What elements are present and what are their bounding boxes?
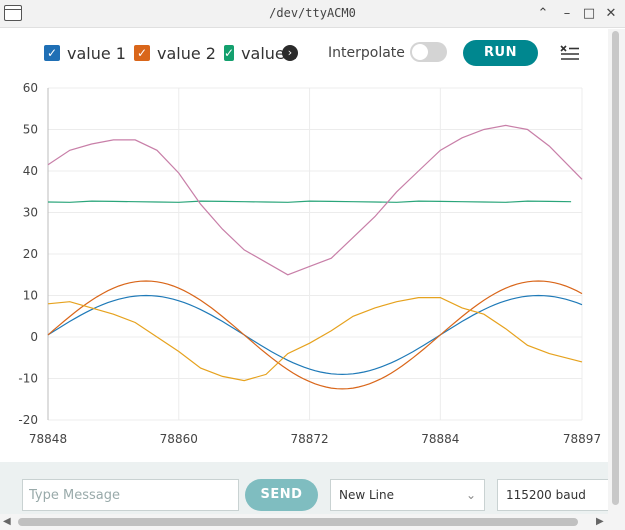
window-title: /dev/ttyACM0 <box>269 6 356 20</box>
interpolate-label: Interpolate <box>328 45 405 61</box>
x-tick-label: 78860 <box>160 432 198 446</box>
send-button[interactable]: SEND <box>245 479 318 511</box>
toggle-knob <box>412 44 428 60</box>
more-legend-icon[interactable]: › <box>282 45 298 61</box>
x-tick-label: 78884 <box>421 432 459 446</box>
title-bar: /dev/ttyACM0 ⌃ – □ ✕ <box>0 0 625 28</box>
y-tick-label: 20 <box>23 247 38 261</box>
minimize-icon[interactable]: – <box>563 6 571 21</box>
y-tick-label: 0 <box>30 330 38 344</box>
scroll-right-icon[interactable]: ▶ <box>596 516 604 527</box>
legend-label: value 2 <box>157 43 216 63</box>
chevron-up-icon[interactable]: ⌃ <box>537 6 549 21</box>
horizontal-scrollbar[interactable]: ◀ ▶ <box>0 514 625 530</box>
legend-item-value-2[interactable]: ✓ value 2 <box>134 43 216 63</box>
maximize-icon[interactable]: □ <box>582 6 596 21</box>
serial-plot-chart: 60 50 40 30 20 10 0 -10 -20 78848 78860 78872 78884 7… <box>18 81 601 446</box>
y-tick-label: 40 <box>23 164 38 178</box>
y-tick-label: 10 <box>23 289 38 303</box>
legend-label: value 1 <box>67 43 126 63</box>
chevron-down-icon: ⌄ <box>465 488 476 502</box>
legend-item-value-1[interactable]: ✓ value 1 <box>44 43 126 63</box>
line-ending-value: New Line <box>339 488 394 502</box>
y-tick-label: 60 <box>23 81 38 95</box>
vertical-scrollbar[interactable] <box>608 29 625 515</box>
baud-rate-select[interactable]: 115200 baud <box>497 479 608 511</box>
y-tick-label: 30 <box>23 206 38 220</box>
scroll-left-icon[interactable]: ◀ <box>3 516 11 527</box>
message-input[interactable] <box>22 479 239 511</box>
series-line-5 <box>47 124 583 276</box>
x-tick-label: 78872 <box>290 432 328 446</box>
clear-list-icon[interactable] <box>560 43 580 61</box>
x-tick-label: 78848 <box>29 432 67 446</box>
close-icon[interactable]: ✕ <box>605 6 617 21</box>
series-line-1 <box>47 294 583 376</box>
run-button[interactable]: RUN <box>463 40 538 66</box>
interpolate-toggle[interactable] <box>410 42 447 62</box>
scrollbar-thumb[interactable] <box>612 31 619 505</box>
series-line-4 <box>47 297 583 382</box>
plotter-toolbar: ✓ value 1 ✓ value 2 ✓ value 3 › Interpol… <box>0 29 608 77</box>
checkbox-checked-icon[interactable]: ✓ <box>44 45 60 61</box>
message-bar: SEND New Line ⌄ 115200 baud <box>0 462 608 514</box>
checkbox-checked-icon[interactable]: ✓ <box>134 45 150 61</box>
window-icon <box>4 5 22 21</box>
baud-rate-value: 115200 baud <box>506 488 586 502</box>
checkbox-checked-icon[interactable]: ✓ <box>224 45 235 61</box>
series-line-3 <box>47 200 572 203</box>
series-line-2 <box>47 280 583 390</box>
line-ending-select[interactable]: New Line ⌄ <box>330 479 485 511</box>
y-tick-label: -10 <box>18 372 38 386</box>
y-tick-label: 50 <box>23 123 38 137</box>
y-tick-label: -20 <box>18 413 38 427</box>
x-tick-label: 78897 <box>563 432 601 446</box>
scrollbar-thumb[interactable] <box>18 518 578 526</box>
